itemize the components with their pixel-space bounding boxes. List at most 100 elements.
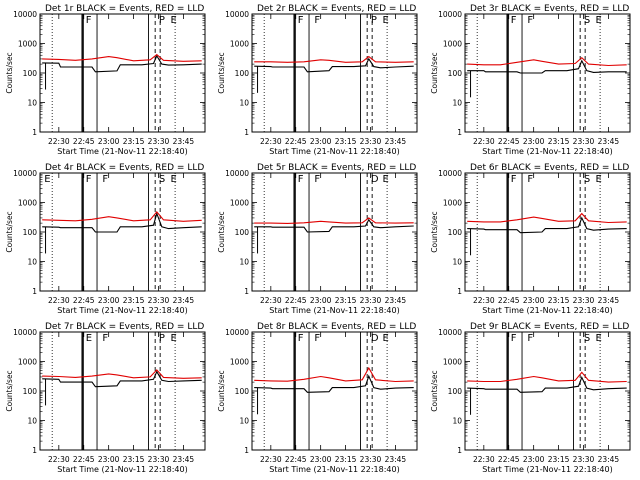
- x-tick-label: 23:30: [573, 455, 595, 464]
- lld-series-line: [467, 212, 627, 224]
- x-tick-label: 22:30: [260, 296, 282, 305]
- panel-5: Det 5r BLACK = Events, RED = LLD 1 10 100 10…: [217, 163, 418, 315]
- events-series-line: [254, 374, 414, 393]
- panel-title: Det 1r BLACK = Events, RED = LLD: [45, 4, 204, 14]
- x-tick-label: 22:45: [498, 296, 520, 305]
- x-tick-label: 23:15: [548, 455, 570, 464]
- x-tick-label: 23:30: [360, 455, 382, 464]
- x-tick-label: 23:00: [310, 296, 332, 305]
- x-tick-label: 22:45: [498, 137, 520, 146]
- lld-series-line: [254, 366, 414, 383]
- annotation-letter: F: [314, 174, 320, 185]
- panel-2: Det 2r BLACK = Events, RED = LLD 1 10 100 10…: [217, 4, 418, 156]
- x-tick-label: 23:45: [173, 137, 195, 146]
- annotation-letter: E: [595, 333, 601, 344]
- panel-7: Det 7r BLACK = Events, RED = LLD 1 10 100 10…: [5, 322, 206, 474]
- plot-frame: [464, 13, 631, 133]
- x-axis-label: Start Time (21-Nov-11 22:18:40): [269, 465, 399, 474]
- x-tick-label: 22:30: [473, 137, 495, 146]
- annotation-letter: P: [371, 15, 377, 26]
- annotation-letter: S: [584, 333, 590, 344]
- annotation-letter: E: [44, 174, 50, 185]
- x-tick-label: 23:30: [148, 455, 170, 464]
- y-axis-label: Counts/sec: [430, 370, 439, 411]
- x-tick-label: 23:15: [335, 296, 357, 305]
- plot-frame: [464, 172, 631, 292]
- y-tick-label: 1000: [230, 40, 249, 49]
- y-tick-label: 1: [32, 446, 37, 455]
- annotation-letter: F: [102, 174, 108, 185]
- x-tick-label: 23:15: [335, 137, 357, 146]
- events-series-line: [254, 57, 414, 73]
- annotation-letter: E: [595, 174, 601, 185]
- annotation-letter: F: [314, 333, 320, 344]
- annotation-letter: F: [527, 333, 533, 344]
- y-tick-label: 1000: [230, 199, 249, 208]
- x-tick-label: 23:30: [360, 296, 382, 305]
- y-tick-label: 1000: [443, 358, 462, 367]
- panel-title: Det 9r BLACK = Events, RED = LLD: [470, 322, 629, 332]
- plot-frame: [251, 13, 418, 133]
- annotation-letter: F: [527, 15, 533, 26]
- y-tick-label: 10000: [13, 169, 37, 178]
- annotation-letter: F: [314, 15, 320, 26]
- x-tick-label: 22:45: [73, 296, 95, 305]
- y-tick-label: 10000: [225, 10, 249, 19]
- y-tick-label: 1000: [18, 40, 37, 49]
- events-series-line: [254, 218, 414, 233]
- plot-frame: [39, 331, 206, 451]
- y-tick-label: 10000: [225, 328, 249, 337]
- lld-series-line: [467, 56, 627, 67]
- x-axis-label: Start Time (21-Nov-11 22:18:40): [482, 465, 612, 474]
- x-tick-label: 23:00: [98, 455, 120, 464]
- annotation-letter: F: [511, 15, 517, 26]
- panel-6: Det 6r BLACK = Events, RED = LLD 1 10 100 10…: [430, 163, 631, 315]
- x-axis-label: Start Time (21-Nov-11 22:18:40): [57, 306, 187, 315]
- annotation-letter: F: [511, 333, 517, 344]
- plot-frame: [39, 172, 206, 292]
- y-tick-label: 10000: [225, 169, 249, 178]
- y-tick-label: 100: [448, 69, 463, 78]
- y-tick-label: 10: [452, 417, 462, 426]
- y-axis-label: Counts/sec: [5, 211, 14, 252]
- annotation-letter: P: [159, 333, 165, 344]
- x-tick-label: 23:00: [523, 296, 545, 305]
- annotation-letter: F: [86, 174, 92, 185]
- y-tick-label: 1000: [443, 40, 462, 49]
- events-series-line: [42, 54, 202, 73]
- panel-3: Det 3r BLACK = Events, RED = LLD 1 10 100 10…: [430, 4, 631, 156]
- plot-frame: [251, 172, 418, 292]
- y-axis-label: Counts/sec: [5, 370, 14, 411]
- lld-series-line: [42, 369, 202, 379]
- events-series-line: [467, 375, 627, 393]
- panel-title: Det 8r BLACK = Events, RED = LLD: [257, 322, 416, 332]
- x-tick-label: 23:30: [148, 296, 170, 305]
- panel-title: Det 2r BLACK = Events, RED = LLD: [257, 4, 416, 14]
- y-tick-label: 10: [452, 258, 462, 267]
- events-series-line: [467, 216, 627, 234]
- y-tick-label: 10: [452, 99, 462, 108]
- x-tick-label: 23:00: [98, 137, 120, 146]
- x-axis-label: Start Time (21-Nov-11 22:18:40): [482, 306, 612, 315]
- plot-frame: [464, 331, 631, 451]
- x-tick-label: 23:15: [548, 296, 570, 305]
- y-tick-label: 10000: [13, 328, 37, 337]
- x-axis-label: Start Time (21-Nov-11 22:18:40): [482, 147, 612, 156]
- annotation-letter: E: [595, 15, 601, 26]
- y-tick-label: 10: [239, 99, 249, 108]
- annotation-letter: E: [382, 174, 388, 185]
- y-axis-label: Counts/sec: [5, 52, 14, 93]
- y-tick-label: 1: [32, 287, 37, 296]
- lld-series-line: [42, 211, 202, 222]
- panel-title: Det 5r BLACK = Events, RED = LLD: [257, 163, 416, 173]
- lld-series-line: [254, 217, 414, 224]
- y-tick-label: 100: [448, 387, 463, 396]
- lld-series-line: [467, 371, 627, 383]
- x-tick-label: 22:30: [48, 296, 70, 305]
- annotation-letter: S: [584, 15, 590, 26]
- y-axis-label: Counts/sec: [217, 211, 226, 252]
- y-tick-label: 10000: [13, 10, 37, 19]
- panel-4: Det 4r BLACK = Events, RED = LLD 1 10 100 10…: [5, 163, 206, 315]
- y-tick-label: 1000: [230, 358, 249, 367]
- annotation-letter: E: [170, 15, 176, 26]
